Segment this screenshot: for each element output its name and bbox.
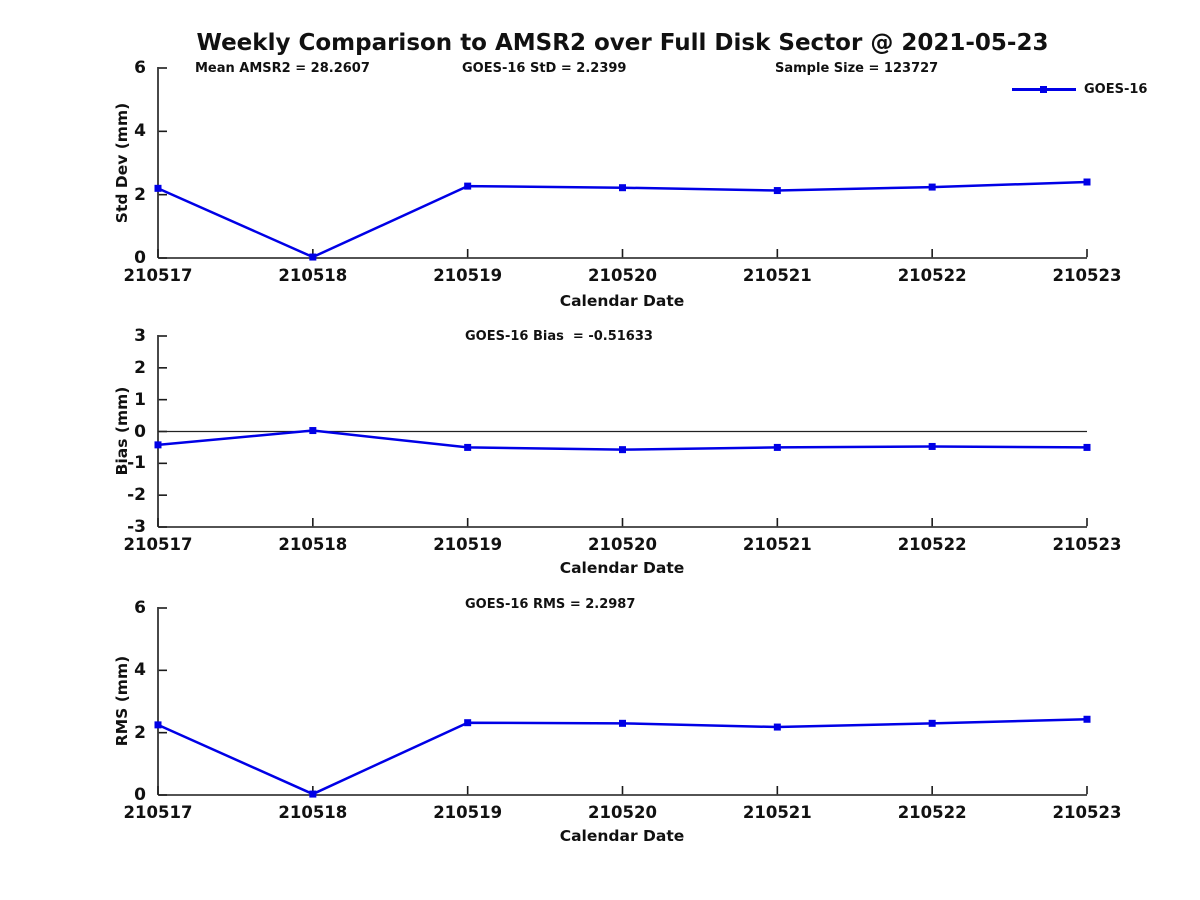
legend: GOES-16 bbox=[1012, 82, 1147, 97]
y-tick-label: 2 bbox=[134, 722, 146, 743]
x-tick-label: 210523 bbox=[1052, 266, 1122, 285]
x-tick-label: 210520 bbox=[588, 266, 657, 285]
y-tick-label: 0 bbox=[134, 421, 146, 442]
legend-line-sample bbox=[1012, 86, 1076, 93]
x-tick-label: 210520 bbox=[588, 803, 657, 822]
x-tick-label: 210523 bbox=[1052, 535, 1122, 554]
stat-sample-size: Sample Size = 123727 bbox=[775, 61, 939, 76]
y-tick-label: 2 bbox=[134, 357, 146, 378]
x-tick-label: 210521 bbox=[742, 535, 812, 554]
y-tick-label: 2 bbox=[134, 184, 146, 205]
x-tick-label: 210520 bbox=[588, 535, 657, 554]
x-tick-label: 210519 bbox=[433, 266, 503, 285]
x-tick-label: 210522 bbox=[897, 535, 967, 554]
y-tick-label: -2 bbox=[127, 485, 146, 506]
stat-goes16-rms: GOES-16 RMS = 2.2987 bbox=[465, 597, 636, 612]
y-tick-label: 6 bbox=[134, 58, 146, 78]
page-title: Weekly Comparison to AMSR2 over Full Dis… bbox=[196, 30, 1049, 56]
x-tick-label: 210521 bbox=[742, 266, 812, 285]
stat-mean-amsr2: Mean AMSR2 = 28.2607 bbox=[195, 61, 370, 76]
x-tick-label: 210518 bbox=[278, 535, 348, 554]
y-tick-label: 6 bbox=[134, 598, 146, 618]
x-tick-label: 210523 bbox=[1052, 803, 1122, 822]
stat-goes16-bias: GOES-16 Bias = -0.51633 bbox=[465, 329, 653, 344]
x-tick-label: 210517 bbox=[123, 266, 193, 285]
x-tick-label: 210519 bbox=[433, 535, 503, 554]
x-tick-label: 210518 bbox=[278, 803, 348, 822]
x-axis-label-1: Calendar Date bbox=[559, 292, 685, 310]
x-tick-label: 210519 bbox=[433, 803, 503, 822]
y-tick-label: 4 bbox=[134, 660, 146, 681]
y-tick-label: 4 bbox=[134, 121, 146, 142]
y-axis-label-std-dev: Std Dev (mm) bbox=[113, 102, 131, 224]
legend-series-label: GOES-16 bbox=[1084, 82, 1148, 97]
legend-square-marker-icon bbox=[1040, 86, 1047, 93]
y-tick-label: 3 bbox=[134, 326, 146, 346]
y-tick-label: 1 bbox=[134, 389, 146, 410]
y-tick-label: -1 bbox=[127, 453, 146, 474]
x-axis-label-2: Calendar Date bbox=[559, 559, 685, 577]
x-tick-label: 210517 bbox=[123, 803, 193, 822]
x-tick-label: 210517 bbox=[123, 535, 193, 554]
x-tick-label: 210522 bbox=[897, 266, 967, 285]
y-axis-label-rms: RMS (mm) bbox=[113, 655, 131, 747]
stat-goes16-std: GOES-16 StD = 2.2399 bbox=[462, 61, 627, 76]
y-tick-label: 0 bbox=[134, 248, 146, 268]
x-axis-label-3: Calendar Date bbox=[559, 827, 685, 845]
x-tick-label: 210522 bbox=[897, 803, 967, 822]
x-tick-label: 210521 bbox=[742, 803, 812, 822]
y-tick-label: 0 bbox=[134, 785, 146, 805]
x-tick-label: 210518 bbox=[278, 266, 348, 285]
y-axis-label-bias: Bias (mm) bbox=[113, 386, 131, 476]
y-tick-label: -3 bbox=[127, 517, 146, 537]
